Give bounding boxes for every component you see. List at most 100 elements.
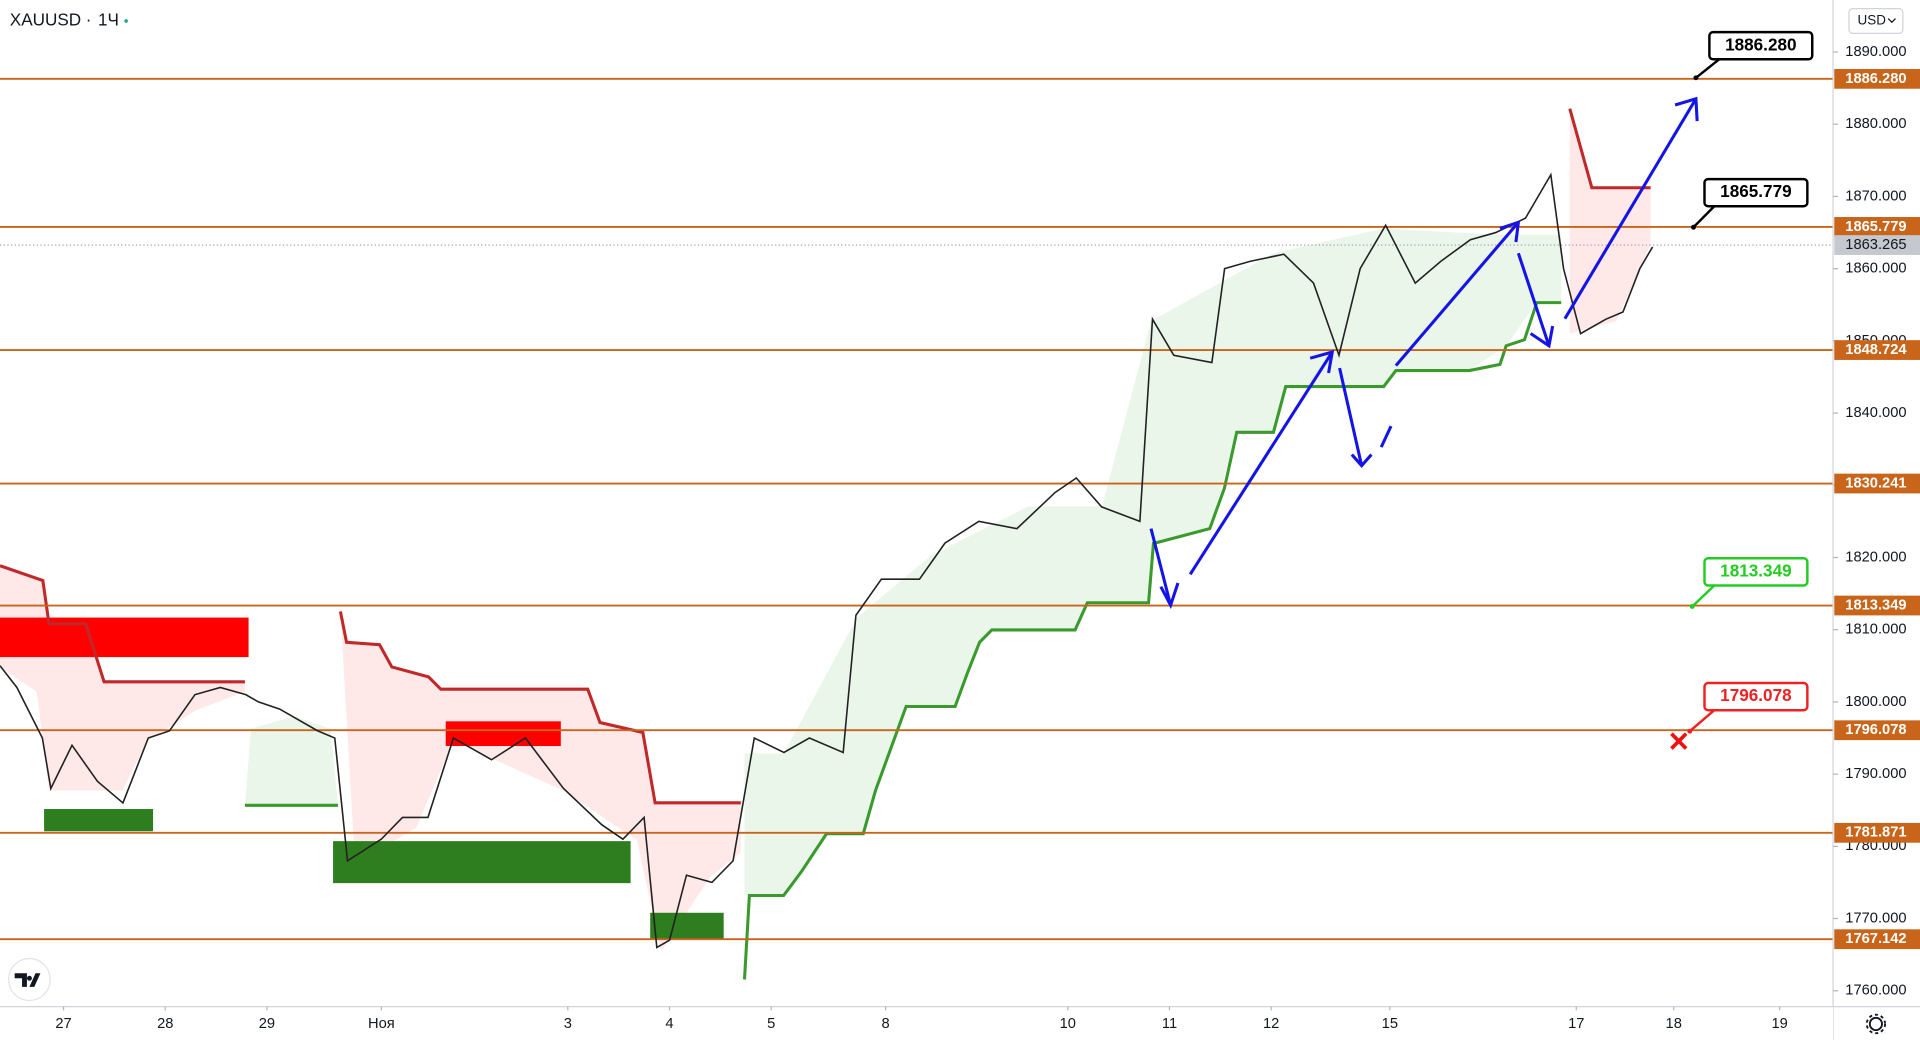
callout-leader bbox=[1695, 58, 1720, 79]
callout-text: 1796.078 bbox=[1720, 685, 1792, 705]
x-tick-label: 3 bbox=[564, 1016, 572, 1032]
supply-zone bbox=[445, 721, 561, 747]
callout-box bbox=[1703, 177, 1809, 208]
logo[interactable] bbox=[14, 973, 41, 987]
y-tick-label: 1840.000 bbox=[1845, 405, 1906, 421]
level-tag-label: 1813.349 bbox=[1845, 597, 1906, 613]
level-tag bbox=[1834, 822, 1920, 843]
level-tag-label: 1848.724 bbox=[1845, 342, 1907, 358]
callout-text: 1886.280 bbox=[1725, 34, 1796, 54]
level-tag-label: 1796.078 bbox=[1845, 722, 1906, 738]
cross-stroke bbox=[1670, 732, 1688, 750]
y-tick-label: 1760.000 bbox=[1845, 983, 1906, 999]
level-tag bbox=[1834, 340, 1920, 360]
arrow bbox=[1379, 425, 1393, 448]
downtrend-fill bbox=[340, 611, 741, 952]
demand-zone bbox=[44, 809, 154, 832]
level-tag-label: 1767.142 bbox=[1845, 931, 1906, 947]
level-tag-label: 1886.280 bbox=[1845, 71, 1906, 87]
uptrend-fill bbox=[244, 716, 338, 806]
separator: · bbox=[86, 9, 92, 29]
arrow bbox=[1149, 528, 1173, 606]
x-tick-label: 15 bbox=[1382, 1016, 1398, 1032]
supply-zone bbox=[0, 617, 249, 658]
price-line bbox=[0, 172, 1654, 949]
arrow-head bbox=[1529, 325, 1555, 349]
settings-icon[interactable] bbox=[1868, 1016, 1883, 1032]
y-tick-label: 1790.000 bbox=[1845, 766, 1906, 782]
level-tag-label: 1781.871 bbox=[1845, 825, 1906, 841]
demand-zone bbox=[650, 912, 724, 940]
x-tick-label: 12 bbox=[1263, 1016, 1279, 1032]
downtrend-fill bbox=[0, 565, 245, 791]
currency-label[interactable]: USD bbox=[1858, 13, 1887, 28]
x-tick-label: 18 bbox=[1666, 1016, 1682, 1032]
level-tag-label: 1865.779 bbox=[1845, 219, 1906, 235]
callout-anchor bbox=[1693, 75, 1699, 81]
callout-box bbox=[1703, 681, 1809, 712]
dropdown-caret[interactable] bbox=[1887, 18, 1896, 24]
x-tick-label: 10 bbox=[1060, 1016, 1076, 1032]
uptrend-fill bbox=[744, 228, 1562, 896]
x-tick-label: 17 bbox=[1568, 1016, 1584, 1032]
callout-anchor bbox=[1691, 224, 1696, 230]
supertrend-down bbox=[338, 611, 741, 805]
level-tag-label: 1830.241 bbox=[1845, 475, 1906, 491]
status-dot bbox=[124, 19, 128, 23]
callouts: 1886.280 1865.779 1813.349 1796.078 bbox=[1687, 30, 1814, 734]
callout-box bbox=[1703, 557, 1809, 587]
callout-leader bbox=[1689, 709, 1716, 733]
symbol: XAUUSD bbox=[10, 9, 81, 29]
settings-icon-teeth[interactable] bbox=[1865, 1013, 1887, 1035]
arrow bbox=[1188, 351, 1334, 576]
x-tick-label: 5 bbox=[767, 1016, 775, 1032]
plot bbox=[0, 172, 1654, 949]
x-tick-label: 28 bbox=[157, 1016, 173, 1032]
arrow-head bbox=[1674, 96, 1699, 122]
supertrend-down bbox=[1568, 108, 1651, 190]
arrow-head bbox=[1350, 453, 1373, 468]
y-tick-label: 1870.000 bbox=[1845, 188, 1906, 204]
arrow bbox=[1338, 367, 1364, 466]
callout-leader bbox=[1692, 205, 1716, 229]
demand-zone bbox=[333, 841, 631, 884]
callout-anchor bbox=[1689, 603, 1695, 609]
y-tick-label: 1800.000 bbox=[1845, 694, 1906, 710]
arrow-head bbox=[1309, 349, 1335, 374]
x-tick-label: 19 bbox=[1771, 1016, 1787, 1032]
arrow bbox=[1516, 252, 1551, 347]
interval: 1Ч bbox=[98, 9, 119, 29]
currency-button[interactable] bbox=[1848, 8, 1904, 34]
level-tag bbox=[1834, 473, 1920, 494]
level-tag bbox=[1834, 595, 1920, 616]
x-tick-label: 11 bbox=[1162, 1016, 1177, 1032]
current-price-tag bbox=[1834, 235, 1920, 255]
arrow-head bbox=[1159, 582, 1180, 610]
callout-leader bbox=[1691, 584, 1716, 608]
callout-anchor bbox=[1687, 728, 1693, 734]
level-tag bbox=[1834, 929, 1920, 950]
y-tick-label: 1860.000 bbox=[1845, 260, 1906, 276]
x-tick-label: 4 bbox=[665, 1016, 673, 1032]
level-tag bbox=[1834, 68, 1920, 89]
arrow-head bbox=[1499, 220, 1521, 243]
callout-text: 1813.349 bbox=[1720, 560, 1791, 580]
level-tag bbox=[1834, 720, 1920, 741]
axes: 1760.0001770.0001780.0001790.0001800.000… bbox=[55, 44, 1920, 1032]
callout-box bbox=[1708, 30, 1814, 61]
x-tick-label: 27 bbox=[55, 1016, 71, 1032]
y-tick-label: 1890.000 bbox=[1845, 44, 1906, 60]
x-tick-label: 8 bbox=[882, 1016, 890, 1032]
y-tick-label: 1770.000 bbox=[1845, 910, 1906, 926]
current-price-label: 1863.265 bbox=[1845, 237, 1906, 253]
callout-text: 1865.779 bbox=[1720, 181, 1791, 201]
time-axis bbox=[0, 1006, 1834, 1040]
supertrend-down bbox=[0, 564, 245, 684]
level-tag bbox=[1834, 217, 1920, 237]
cross-marker bbox=[1670, 732, 1688, 750]
projection-arrows bbox=[1149, 96, 1699, 610]
y-tick-label: 1880.000 bbox=[1845, 116, 1906, 132]
